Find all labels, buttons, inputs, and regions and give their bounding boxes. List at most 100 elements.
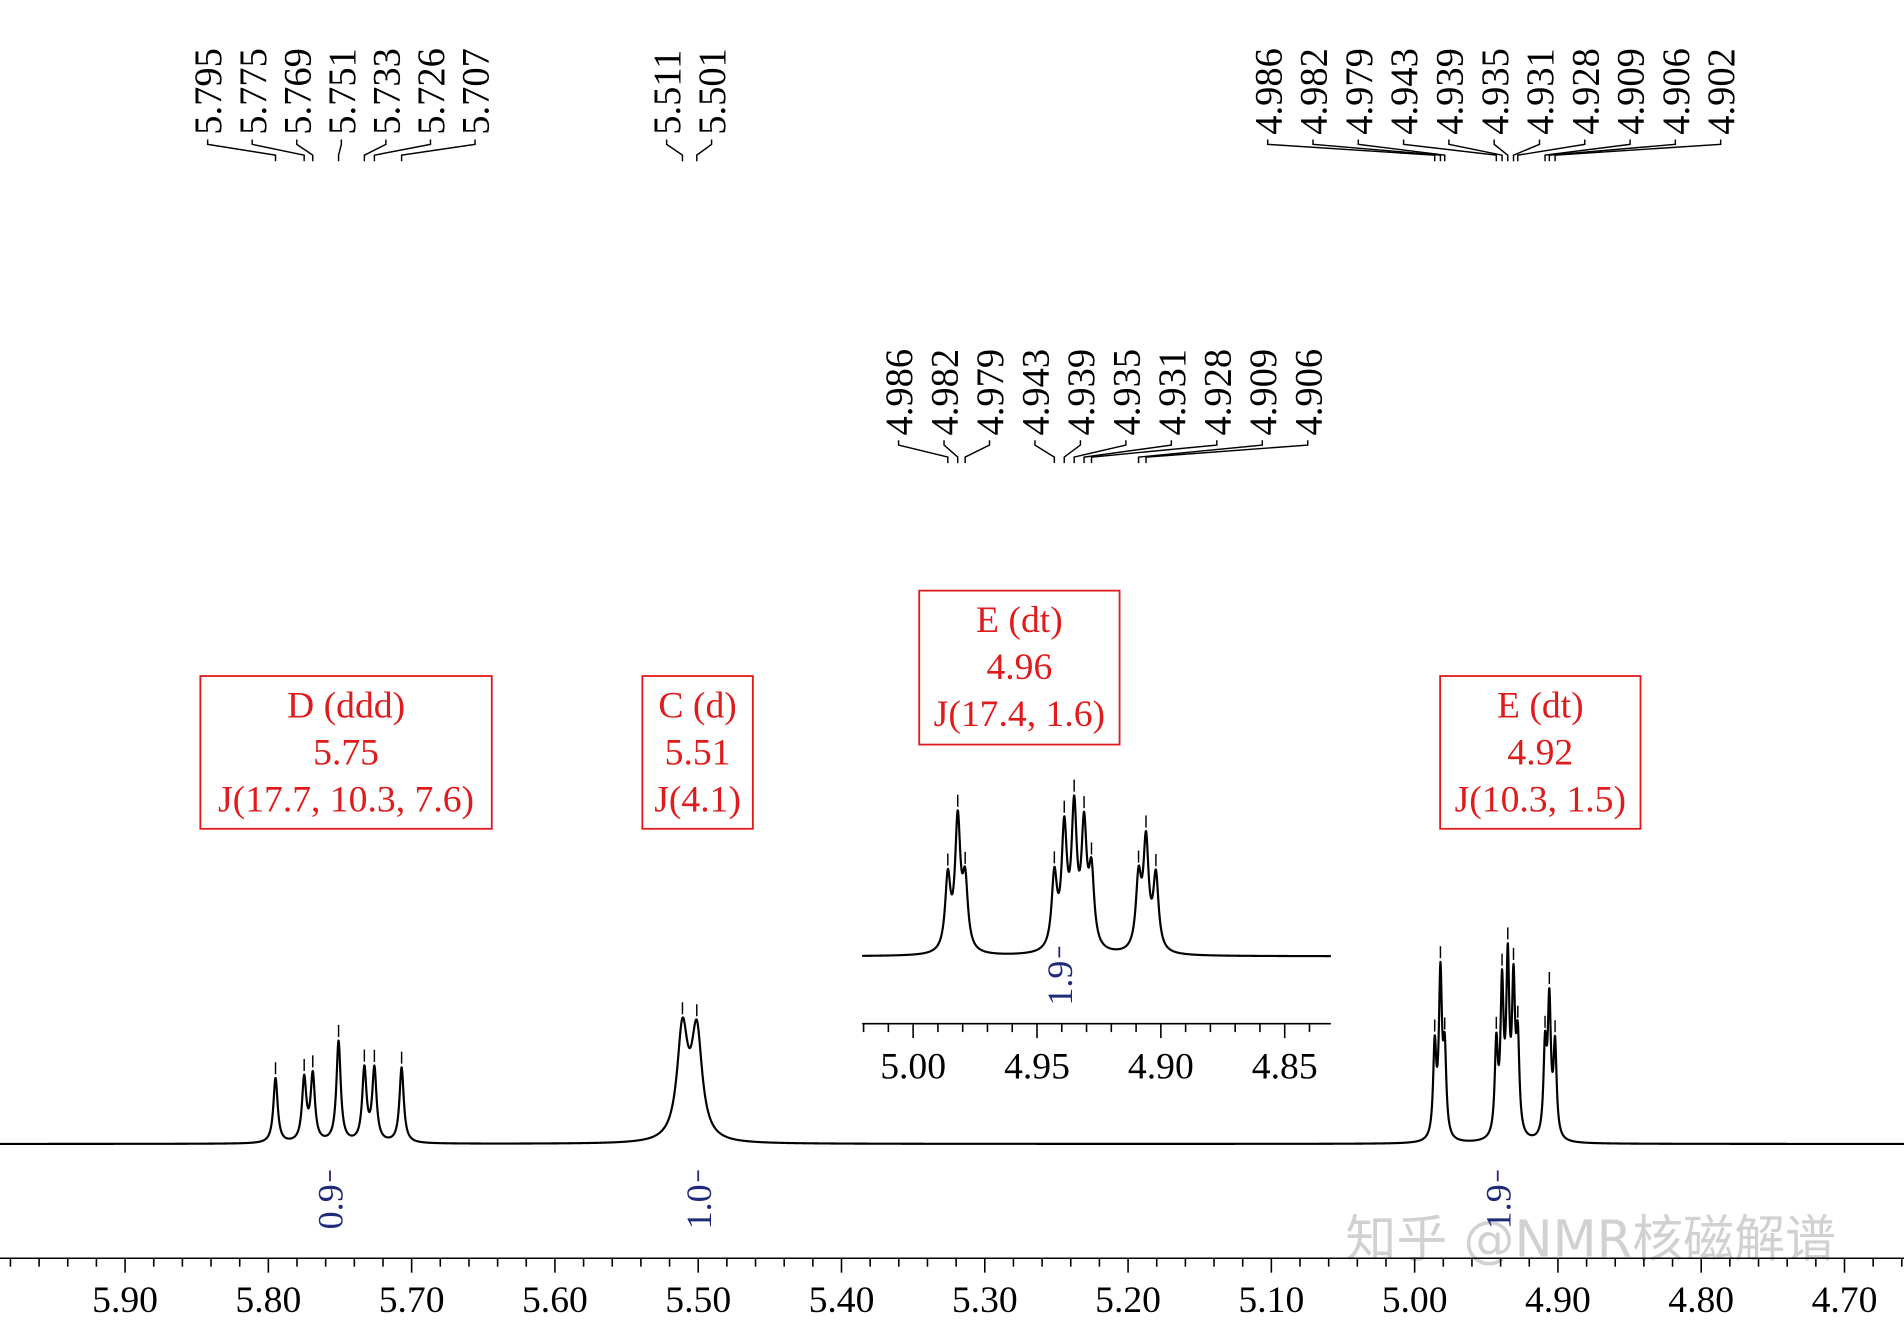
peak-label: 5.751 [322,48,364,135]
peak-label-connector [296,139,314,162]
integral-value: 1.9 [1478,1184,1518,1229]
peak-label: 4.909 [1611,48,1653,135]
x-tick-label: 4.80 [1668,1280,1734,1321]
x-tick-label: 4.90 [1525,1280,1591,1321]
inset-peak-label: 4.982 [924,349,966,436]
peak-label: 5.511 [647,50,689,135]
peak-label: 5.501 [692,48,734,135]
peak-label-connector [1544,139,1631,162]
inset-peak-label-connector [1083,440,1173,464]
peak-label-connector [363,139,387,162]
x-tick-label: 5.70 [379,1280,445,1321]
multiplet-label: E (dt) [1497,686,1584,727]
peak-label-connector [1357,139,1446,162]
inset-peak-label-connector [1145,440,1309,464]
inset-peak-label: 4.931 [1152,349,1194,436]
inset-peak-label: 4.979 [970,349,1012,436]
multiplet-label: D (ddd) [287,686,405,727]
peak-label-connector [1493,139,1509,162]
multiplet-shift: 4.92 [1507,733,1573,774]
inset-peak-label: 4.986 [879,349,921,436]
peak-label: 4.928 [1565,48,1607,135]
peak-label: 4.931 [1520,48,1562,135]
peak-label: 4.902 [1701,48,1743,135]
multiplet-box: C (d) 5.51 J(4.1) [641,675,754,830]
peak-label-connector [337,139,343,162]
peak-labels: 5.795 5.775 5.769 5.751 5.733 5.726 5.707 5.511… [188,48,1743,464]
inset-peak-label-connector [897,440,949,464]
peak-label: 5.707 [455,48,497,135]
multiplet-box: E (dt) 4.92 J(10.3, 1.5) [1439,675,1642,830]
multiplet-shift: 5.75 [313,733,379,774]
peak-label-connector [251,139,305,162]
peak-label-connector [1554,139,1722,162]
peak-label: 4.935 [1475,48,1517,135]
peak-label: 5.726 [411,48,453,135]
multiplet-box-frame [199,675,493,830]
x-tick-label: 5.90 [92,1280,158,1321]
peak-label-connector [1517,139,1586,162]
main-plot: 0.9 1.0 1.9 [0,927,1904,1229]
peak-label-connector [696,139,713,162]
inset-peak-label: 4.939 [1061,349,1103,436]
inset-peak-label: 4.928 [1197,349,1239,436]
multiplet-coupling: J(17.4, 1.6) [934,694,1105,735]
peak-label: 5.795 [188,48,230,135]
peak-label-connector [400,139,476,162]
peak-label: 4.906 [1656,48,1698,135]
multiplet-box-frame [641,675,754,830]
multiplet-label: C (d) [658,686,736,727]
spectrum-trace [0,942,1904,1146]
x-tick-label: 5.50 [665,1280,731,1321]
peak-label: 5.775 [233,48,275,135]
multiplet-box: E (dt) 4.96 J(17.4, 1.6) [918,589,1121,746]
multiplet-shift: 5.51 [665,733,731,774]
inset-peak-label-connector [1137,440,1264,464]
multiplet-coupling: J(10.3, 1.5) [1455,780,1626,821]
peak-label-connector [1548,139,1677,162]
inset-x-tick-label: 4.95 [1004,1047,1070,1088]
inset-peak-label: 4.943 [1015,349,1057,436]
x-tick-label: 5.00 [1382,1280,1448,1321]
inset-peak-label-connector [1073,440,1127,464]
inset-plot: 5.00 4.95 4.90 4.85 1.9 [861,779,1332,1088]
peak-label: 4.982 [1293,48,1335,135]
x-tick-label: 5.40 [809,1280,875,1321]
peak-label-connector [665,139,684,162]
inset-peak-label: 4.906 [1288,349,1330,436]
peak-label: 5.733 [366,48,408,135]
multiplet-shift: 4.96 [986,647,1052,688]
inset-x-tick-label: 4.85 [1252,1047,1318,1088]
inset-peak-label: 4.909 [1243,349,1285,436]
inset-peak-label-connector [1034,440,1056,464]
peak-label-connector [1448,139,1503,162]
multiplet-label: E (dt) [976,600,1063,641]
inset-peak-label-connector [1090,440,1218,464]
inset-peak-label-connector [1063,440,1082,464]
inset-spectrum-trace [861,794,1332,958]
peak-label: 4.939 [1429,48,1471,135]
multiplet-box: D (ddd) 5.75 J(17.7, 10.3, 7.6) [199,675,493,830]
x-tick-label: 5.60 [522,1280,588,1321]
integral-value: 1.9 [1040,961,1080,1006]
peak-label: 5.769 [277,48,319,135]
x-tick-label: 5.30 [952,1280,1018,1321]
multiplet-coupling: J(17.7, 10.3, 7.6) [218,780,474,821]
multiplet-box-frame [918,589,1121,746]
peak-label-connector [373,139,432,162]
peak-label-connector [1402,139,1498,162]
x-axis: 5.90 5.80 5.70 5.60 5.50 5.40 5.30 5.20 5.10 5.00… [0,1257,1904,1321]
multiplet-box-frame [1439,675,1642,830]
x-tick-label: 4.70 [1812,1280,1878,1321]
peak-label-connector [206,139,277,162]
watermark: 知乎 @NMR核磁解谱 [1345,1210,1836,1269]
peak-label: 4.943 [1384,48,1426,135]
integral-value: 0.9 [311,1184,351,1229]
peak-label-connector [1312,139,1442,162]
peak-label-connector [1512,139,1541,162]
inset-x-tick-label: 5.00 [880,1047,946,1088]
inset-peak-label-connector [943,440,959,464]
peak-label: 4.979 [1339,48,1381,135]
peak-label: 4.986 [1248,48,1290,135]
